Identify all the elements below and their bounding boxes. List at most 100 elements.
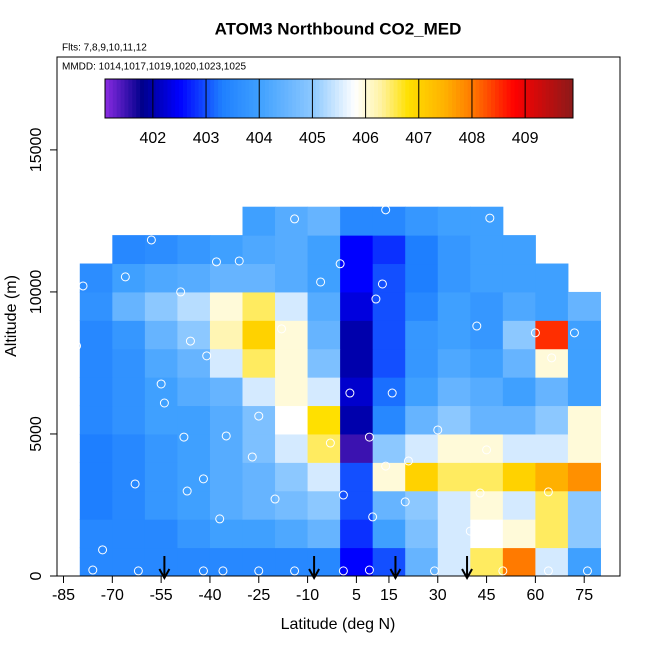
sample-point [364,565,374,575]
x-tick-label: 15 [380,587,398,604]
sample-point [368,512,378,522]
colorbar-swatch [471,79,476,118]
colorbar-swatch [467,79,473,118]
sample-point [403,456,413,466]
colorbar-swatch [108,79,114,118]
heatmap-cell [177,433,211,463]
colorbar-swatch [557,79,562,118]
colorbar-swatch [175,79,180,118]
heatmap-cell [470,263,504,293]
heatmap-cell [307,320,341,350]
plot-frame [56,56,621,577]
colorbar-tick-label: 409 [512,130,539,147]
colorbar-swatch [112,79,118,118]
heatmap-cell [340,206,374,236]
heatmap-cell [275,547,309,577]
heatmap-cell [79,519,113,549]
sample-point [221,431,231,441]
colorbar-swatch [452,79,457,118]
sample-point [338,566,348,576]
sample-point [185,336,195,346]
heatmap-cell [177,263,211,293]
colorbar-swatch [342,79,348,118]
sample-point [582,566,592,576]
heatmap-cell [470,462,504,492]
colorbar-swatch [534,79,539,118]
heatmap-cell [405,206,439,236]
sample-point [211,257,221,267]
colorbar-swatch [327,79,332,118]
heatmap-cell [340,519,374,549]
heatmap-cell [177,462,211,492]
heatmap-cell [144,291,178,321]
heatmap-cell [307,519,341,549]
heatmap-cell [405,291,439,321]
heatmap-cell [307,377,341,407]
heatmap-cell [502,291,536,321]
arrow [461,556,473,581]
sample-point [179,432,189,442]
sample-point [472,321,482,331]
colorbar-swatch [424,79,430,118]
colorbar-swatch [167,79,172,118]
heatmap-cell [437,235,471,265]
colorbar-swatch [179,79,184,118]
colorbar-swatch [522,79,527,118]
heatmap-cell [372,235,406,265]
x-tick-label: 30 [429,587,447,604]
heatmap-cell [79,291,113,321]
colorbar-swatch [120,79,125,118]
x-tick-label: -10 [296,587,319,604]
heatmap-cell [275,235,309,265]
heatmap-cell [567,405,601,435]
heatmap-cell [405,348,439,378]
heatmap-cell [177,547,211,577]
colorbar-tick-label: 403 [193,130,220,147]
heatmap-cell [567,433,601,463]
heatmap-cell [209,519,243,549]
colorbar-swatch [307,79,313,118]
colorbar-swatch [354,79,359,118]
sample-point [254,411,264,421]
colorbar-swatch [225,79,231,118]
arrow [158,556,171,581]
heatmap-cell [275,348,309,378]
colorbar-swatch [405,79,410,118]
sample-point [146,235,156,245]
heatmap-cell [275,490,309,520]
annotation: MMDD: 1014,1017,1019,1020,1023,1025 [62,62,246,73]
colorbar-tick-label: 406 [352,130,379,147]
heatmap-cell [209,291,243,321]
heatmap-cell [437,462,471,492]
heatmap-cell [144,235,178,265]
heatmap-cell [372,263,406,293]
heatmap-cell [209,462,243,492]
heatmap-cell [535,433,569,463]
colorbar-swatch [510,79,515,118]
heatmap-cell [275,263,309,293]
arrow-head [308,568,320,581]
colorbar-tick-label: 404 [246,130,273,147]
heatmap-cell [567,377,601,407]
heatmap-cell [177,377,211,407]
colorbar-swatch [198,79,203,118]
heatmap-cell [535,348,569,378]
colorbar-swatch [319,79,324,118]
colorbar-swatch [487,79,492,118]
sample-point [88,565,98,575]
colorbar-swatch [385,79,391,118]
sample-point [78,281,88,291]
chart-title: ATOM3 Northbound CO2_MED [215,19,462,38]
heatmap-cell [437,348,471,378]
colorbar-swatch [432,79,437,118]
colorbar-swatch [420,79,426,118]
heatmap-cell [144,405,178,435]
colorbar-swatch [358,79,363,118]
x-tick-label: -25 [247,587,270,604]
heatmap-cell [567,547,601,577]
sample-point [290,566,300,576]
colorbar-tick-label: 402 [140,130,167,147]
colorbar-swatch [284,79,289,118]
heatmap-cell [242,320,276,350]
heatmap-cell [437,490,471,520]
